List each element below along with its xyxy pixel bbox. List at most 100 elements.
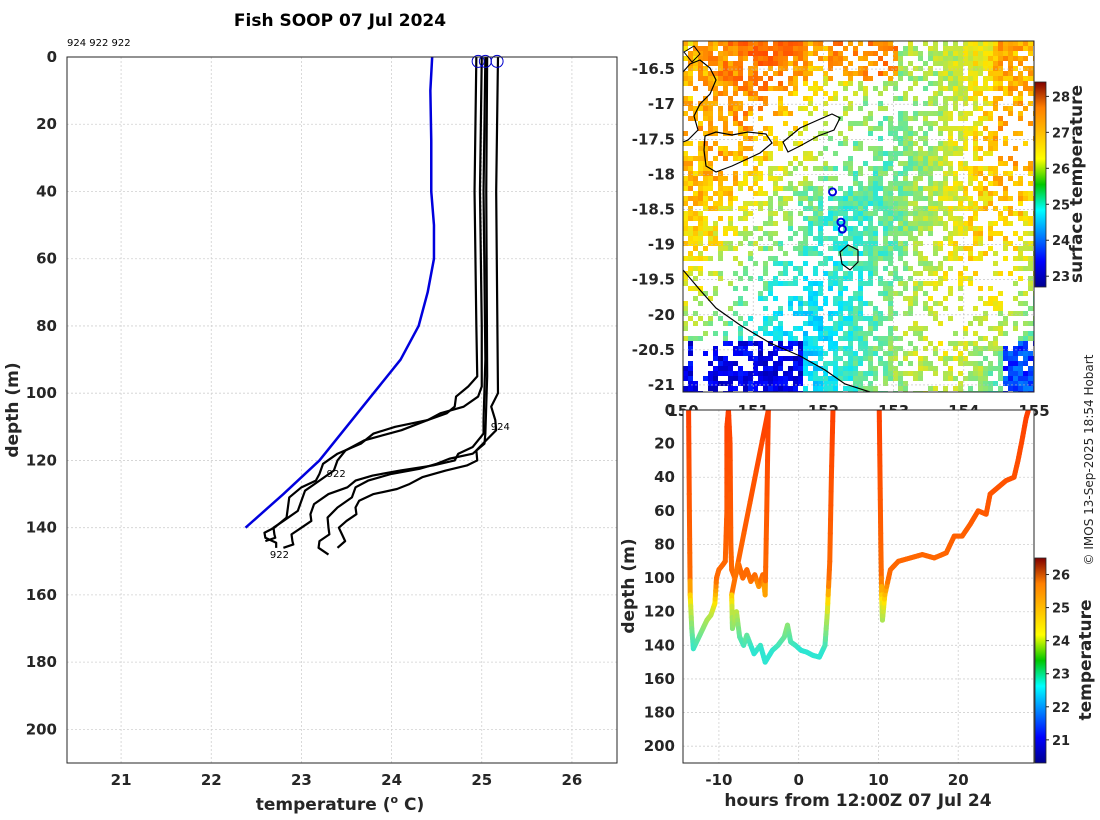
map-sst-cell (698, 336, 703, 341)
map-sst-cell (878, 71, 883, 76)
map-sst-cell (933, 81, 938, 86)
map-sst-cell (883, 211, 888, 216)
map-sst-cell (963, 186, 968, 191)
map-sst-cell (943, 96, 948, 101)
map-sst-cell (958, 276, 963, 281)
map-sst-cell (758, 346, 763, 351)
map-sst-cell (803, 156, 808, 161)
map-sst-cell (813, 41, 818, 46)
map-sst-cell (858, 281, 863, 286)
map-sst-cell (768, 61, 773, 66)
map-sst-cell (833, 281, 838, 286)
map-sst-cell (1018, 41, 1023, 46)
map-sst-cell (803, 71, 808, 76)
timeseries-x-tick-label: 0 (793, 771, 803, 789)
map-sst-cell (793, 66, 798, 71)
map-sst-cell (863, 121, 868, 126)
map-sst-cell (758, 176, 763, 181)
map-sst-cell (838, 316, 843, 321)
map-sst-cell (893, 131, 898, 136)
map-sst-cell (778, 341, 783, 346)
map-sst-cell (1003, 171, 1008, 176)
map-sst-cell (763, 286, 768, 291)
profile-x-label: temperature (o C) (256, 793, 425, 815)
map-sst-cell (853, 336, 858, 341)
map-sst-cell (873, 376, 878, 381)
map-sst-cell (1018, 251, 1023, 256)
map-sst-cell (913, 291, 918, 296)
map-sst-cell (953, 221, 958, 226)
map-sst-cell (958, 151, 963, 156)
map-sst-cell (838, 116, 843, 121)
map-sst-cell (983, 61, 988, 66)
map-sst-cell (768, 246, 773, 251)
map-sst-cell (733, 231, 738, 236)
map-sst-cell (1013, 266, 1018, 271)
map-sst-cell (888, 281, 893, 286)
map-sst-cell (858, 311, 863, 316)
map-sst-cell (958, 246, 963, 251)
map-sst-cell (913, 376, 918, 381)
map-sst-cell (948, 76, 953, 81)
map-sst-cell (928, 211, 933, 216)
map-sst-cell (868, 111, 873, 116)
map-sst-cell (908, 351, 913, 356)
map-sst-cell (683, 386, 688, 391)
map-sst-cell (993, 86, 998, 91)
map-sst-cell (958, 256, 963, 261)
map-sst-cell (1018, 386, 1023, 391)
map-sst-cell (848, 321, 853, 326)
map-sst-cell (718, 361, 723, 366)
map-sst-cell (773, 256, 778, 261)
map-sst-cell (813, 251, 818, 256)
map-sst-cell (898, 186, 903, 191)
map-sst-cell (848, 301, 853, 306)
map-sst-cell (903, 136, 908, 141)
map-sst-cell (828, 361, 833, 366)
map-sst-cell (943, 386, 948, 391)
map-sst-cell (1003, 41, 1008, 46)
map-sst-cell (783, 266, 788, 271)
map-sst-cell (838, 141, 843, 146)
map-sst-cell (688, 351, 693, 356)
map-sst-cell (983, 386, 988, 391)
map-sst-cell (983, 116, 988, 121)
map-sst-cell (753, 371, 758, 376)
map-sst-cell (768, 366, 773, 371)
map-sst-cell (993, 326, 998, 331)
timeseries-y-tick-label: 40 (654, 468, 675, 486)
map-sst-cell (713, 56, 718, 61)
map-sst-cell (928, 81, 933, 86)
map-sst-cell (978, 386, 983, 391)
map-sst-cell (693, 41, 698, 46)
map-sst-cell (823, 381, 828, 386)
map-sst-cell (863, 191, 868, 196)
timeseries-x-label: hours from 12:00Z 07 Jul 24 (724, 791, 991, 811)
map-sst-cell (793, 376, 798, 381)
map-sst-cell (693, 321, 698, 326)
map-sst-cell (788, 91, 793, 96)
map-sst-cell (888, 251, 893, 256)
map-sst-cell (693, 116, 698, 121)
map-sst-cell (858, 191, 863, 196)
map-sst-cell (868, 166, 873, 171)
map-sst-cell (938, 116, 943, 121)
map-sst-cell (993, 261, 998, 266)
map-sst-cell (798, 46, 803, 51)
timeseries-y-tick-label: 160 (644, 670, 675, 688)
map-sst-cell (918, 111, 923, 116)
map-sst-cell (928, 226, 933, 231)
map-sst-cell (883, 171, 888, 176)
map-sst-cell (948, 186, 953, 191)
map-sst-cell (788, 51, 793, 56)
map-sst-cell (808, 296, 813, 301)
map-sst-cell (743, 86, 748, 91)
map-sst-cell (1018, 111, 1023, 116)
map-sst-cell (993, 56, 998, 61)
map-sst-cell (713, 131, 718, 136)
map-sst-cell (923, 226, 928, 231)
map-sst-cell (998, 81, 1003, 86)
map-sst-cell (1003, 246, 1008, 251)
map-sst-cell (763, 321, 768, 326)
